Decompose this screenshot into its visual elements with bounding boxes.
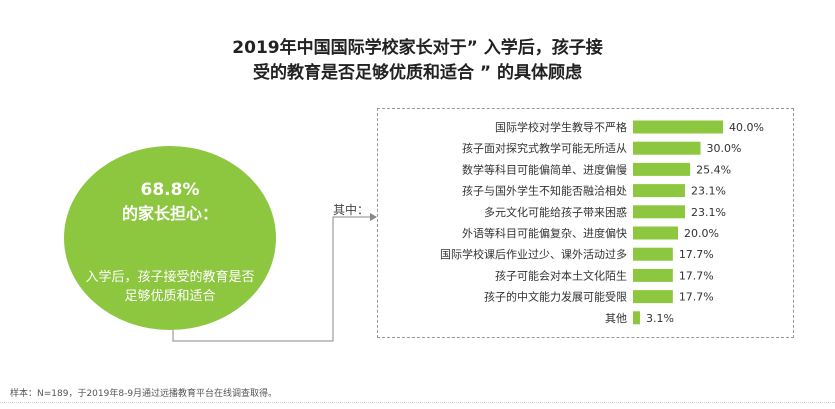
- summary-circle: [64, 146, 276, 330]
- footer-divider: [0, 402, 835, 403]
- value-label: 17.7%: [679, 269, 714, 282]
- bar: [633, 184, 685, 198]
- footnote: 样本：N=189，于2019年8-9月通过远播教育平台在线调查取得。: [10, 389, 278, 399]
- bar: [633, 268, 673, 282]
- breakdown-box: [377, 108, 794, 338]
- category-label: 孩子可能会对本土文化陌生: [495, 268, 627, 282]
- bar: [633, 247, 673, 261]
- category-label: 其他: [605, 312, 627, 325]
- category-label: 多元文化可能给孩子带来困惑: [484, 205, 627, 219]
- value-label: 20.0%: [684, 227, 719, 240]
- summary-percent: 68.8%: [140, 180, 200, 200]
- category-label: 数学等科目可能偏简单、进度偏慢: [462, 162, 627, 176]
- value-label: 23.1%: [691, 185, 726, 198]
- category-label: 孩子的中文能力发展可能受限: [484, 290, 627, 304]
- value-label: 40.0%: [729, 121, 764, 134]
- value-label: 3.1%: [646, 312, 674, 325]
- connector-label: 其中：: [333, 203, 370, 217]
- category-label: 国际学校对学生教导不严格: [495, 120, 627, 134]
- value-label: 25.4%: [696, 163, 731, 176]
- bar: [633, 120, 723, 134]
- bar: [633, 162, 691, 176]
- category-label: 孩子与国外学生不知能否融洽相处: [462, 184, 627, 198]
- summary-description: 入学后，孩子接受的教育是否足够优质和适合: [85, 270, 255, 304]
- value-label: 23.1%: [691, 206, 726, 219]
- category-label: 孩子面对探究式教学可能无所适从: [462, 141, 627, 155]
- value-label: 30.0%: [707, 142, 742, 155]
- bar: [633, 311, 640, 325]
- bar: [633, 141, 701, 155]
- chart-title-line1: 2019年中国国际学校家长对于” 入学后，孩子接: [232, 38, 603, 58]
- value-label: 17.7%: [679, 291, 714, 304]
- category-label: 国际学校课后作业过少、课外活动过多: [440, 247, 627, 261]
- chart-title: 2019年中国国际学校家长对于” 入学后，孩子接 受的教育是否足够优质和适合 ”…: [0, 36, 835, 86]
- category-label: 外语等科目可能偏复杂、进度偏快: [462, 226, 627, 240]
- chart-title-line2: 受的教育是否足够优质和适合 ” 的具体顾虑: [252, 63, 582, 83]
- bar: [633, 226, 678, 240]
- bar: [633, 205, 685, 219]
- summary-headline: 的家长担心：: [121, 204, 218, 223]
- value-label: 17.7%: [679, 248, 714, 261]
- bar: [633, 290, 673, 304]
